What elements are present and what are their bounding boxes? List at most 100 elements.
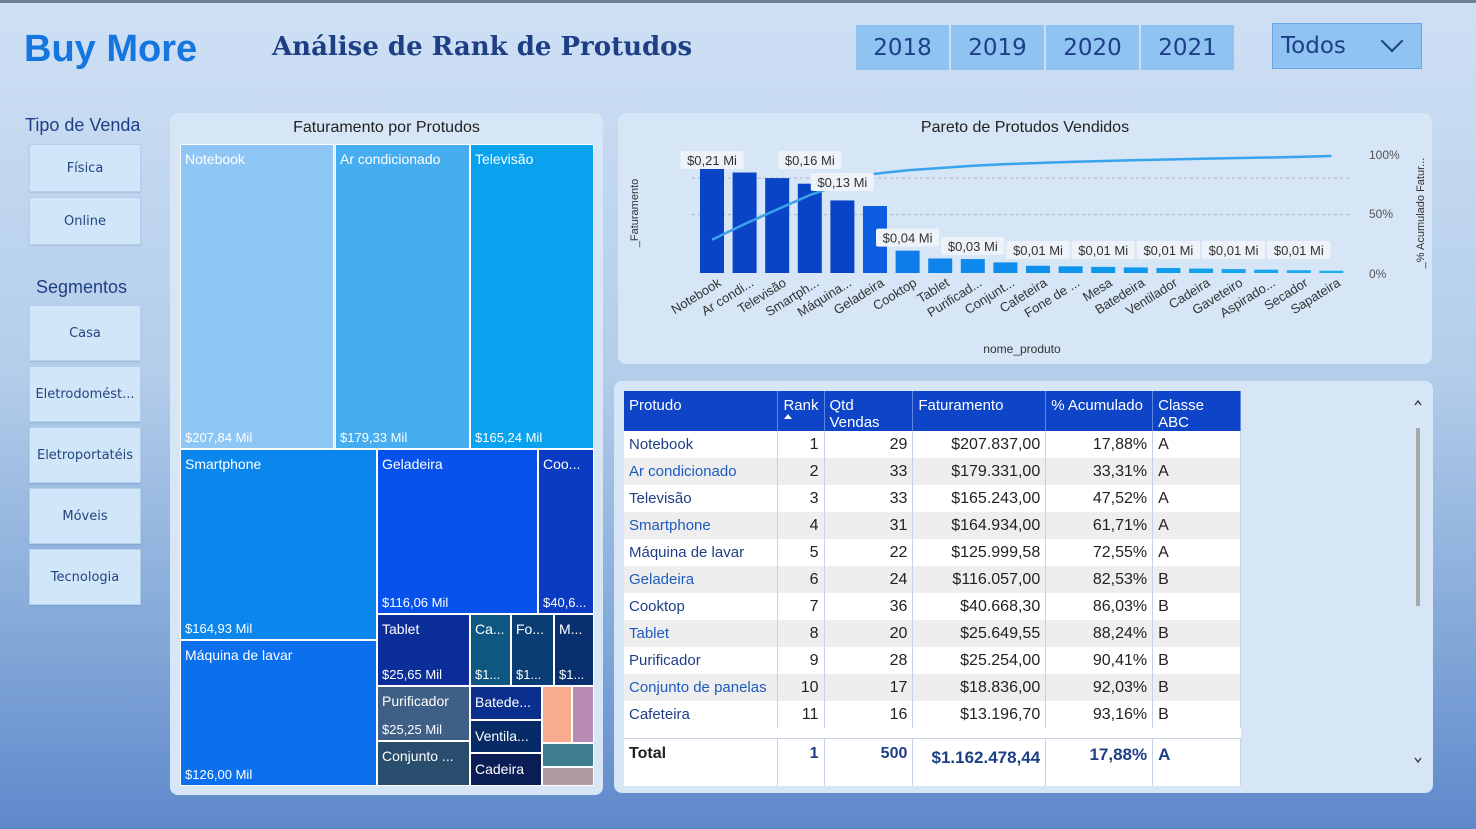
table-row[interactable]: Tablet 8 20 $25.649,55 88,24% B — [624, 620, 1241, 647]
treemap-tile-ventilador[interactable]: Ventila... — [470, 720, 542, 753]
pareto-bar-20 — [1319, 270, 1344, 273]
treemap-tile-conjunto-panelas[interactable]: Conjunto ... — [377, 741, 470, 786]
segment-moveis-button[interactable]: Móveis — [29, 488, 141, 544]
cell-rank: 4 — [777, 512, 825, 539]
scroll-thumb[interactable] — [1416, 428, 1420, 606]
treemap-tile-mesa[interactable]: M... $1... — [554, 614, 594, 686]
year-button-2021[interactable]: 2021 — [1141, 25, 1234, 70]
pareto-bar-11 — [1026, 265, 1050, 273]
cell-classe: B — [1152, 593, 1241, 620]
table-row[interactable]: Purificador 9 28 $25.254,00 90,41% B — [624, 647, 1241, 674]
header-acumulado[interactable]: % Acumulado — [1045, 391, 1154, 431]
tile-value: $1... — [475, 667, 501, 682]
cell-produto: Cafeteira — [624, 701, 779, 728]
header-produto[interactable]: Protudo — [624, 391, 779, 431]
total-faturamento: $1.162.478,44 — [912, 737, 1047, 786]
table-row[interactable]: Geladeira 6 24 $116.057,00 82,53% B — [624, 566, 1241, 593]
table-row[interactable]: Ar condicionado 2 33 $179.331,00 33,31% A — [624, 458, 1241, 485]
tile-value: $207,84 Mil — [185, 430, 253, 445]
cell-qtd: 16 — [824, 701, 914, 728]
segment-eletrodomesticos-button[interactable]: Eletrodomést... — [29, 366, 141, 422]
cell-qtd: 17 — [824, 674, 914, 701]
treemap-tile-small-3[interactable] — [542, 743, 594, 767]
cell-acumulado: 17,88% — [1045, 431, 1154, 458]
table-row[interactable]: Máquina de lavar 5 22 $125.999,58 72,55% A — [624, 539, 1241, 566]
cell-qtd: 24 — [824, 566, 914, 593]
table-row[interactable]: Smartphone 4 31 $164.934,00 61,71% A — [624, 512, 1241, 539]
cell-faturamento: $25.649,55 — [912, 620, 1047, 647]
treemap-tile-cadeira[interactable]: Cadeira — [470, 753, 542, 786]
filter-dropdown[interactable]: Todos — [1272, 23, 1422, 69]
cell-produto: Televisão — [624, 485, 779, 512]
cell-rank: 3 — [777, 485, 825, 512]
cell-rank: 1 — [777, 431, 825, 458]
cell-classe: A — [1152, 458, 1241, 485]
cell-produto: Geladeira — [624, 566, 779, 593]
cell-acumulado: 90,41% — [1045, 647, 1154, 674]
header-rank[interactable]: Rank — [777, 391, 825, 431]
cell-qtd: 36 — [824, 593, 914, 620]
tile-value: $25,25 Mil — [382, 722, 442, 737]
segment-casa-button[interactable]: Casa — [29, 305, 141, 361]
table-scrollbar[interactable] — [1413, 393, 1423, 778]
tile-value: $1... — [559, 667, 585, 682]
data-label-bg — [1136, 241, 1200, 259]
treemap-tile-cafeteira[interactable]: Ca... $1... — [470, 614, 511, 686]
pareto-bar-4 — [797, 183, 822, 273]
header-qtd-vendas[interactable]: Qtd Vendas — [824, 391, 914, 431]
pareto-bar-19 — [1286, 270, 1311, 273]
cell-classe: B — [1152, 674, 1241, 701]
year-button-2019[interactable]: 2019 — [951, 25, 1044, 70]
year-button-2020[interactable]: 2020 — [1046, 25, 1139, 70]
scroll-down-icon[interactable] — [1414, 757, 1422, 764]
data-label-bg — [876, 228, 940, 247]
tile-label: Ar condicionado — [340, 151, 441, 167]
cell-classe: A — [1152, 431, 1241, 458]
rank-table: Protudo Rank Qtd Vendas Faturamento % Ac… — [624, 391, 1241, 786]
pareto-bar-18 — [1254, 269, 1279, 273]
table-row[interactable]: Cafeteira 11 16 $13.196,70 93,16% B — [624, 701, 1241, 728]
segmentos-heading: Segmentos — [36, 277, 128, 297]
segment-eletroportateis-button[interactable]: Eletroportatéis — [29, 427, 141, 483]
year-button-2018[interactable]: 2018 — [856, 25, 949, 70]
treemap-tile-geladeira[interactable]: Geladeira $116,06 Mil — [377, 449, 538, 614]
tipo-online-button[interactable]: Online — [29, 197, 141, 245]
cell-produto: Conjunto de panelas — [624, 674, 779, 701]
treemap-tile-small-4[interactable] — [542, 767, 594, 786]
tile-label: Purificador — [382, 693, 449, 709]
table-row[interactable]: Notebook 1 29 $207.837,00 17,88% A — [624, 431, 1241, 458]
treemap-tile-batedeira[interactable]: Batede... — [470, 686, 542, 720]
cell-faturamento: $116.057,00 — [912, 566, 1047, 593]
data-label: $0,01 Mi — [1013, 243, 1063, 258]
segment-tecnologia-button[interactable]: Tecnologia — [29, 549, 141, 605]
treemap-tile-purificador[interactable]: Purificador $25,25 Mil — [377, 686, 470, 741]
tile-value: $179,33 Mil — [340, 430, 408, 445]
cell-acumulado: 72,55% — [1045, 539, 1154, 566]
total-acumulado: 17,88% — [1045, 737, 1154, 786]
tipo-fisica-button[interactable]: Física — [29, 144, 141, 192]
header-faturamento[interactable]: Faturamento — [912, 391, 1047, 431]
pareto-bar-8 — [928, 258, 953, 273]
treemap-tile-televisao[interactable]: Televisão $165,24 Mil — [470, 144, 594, 449]
cell-faturamento: $125.999,58 — [912, 539, 1047, 566]
table-row[interactable]: Conjunto de panelas 10 17 $18.836,00 92,03% B — [624, 674, 1241, 701]
treemap-tile-cooktop[interactable]: Coo... $40,6... — [538, 449, 594, 614]
data-label: $0,03 Mi — [948, 239, 998, 254]
treemap-tile-tablet[interactable]: Tablet $25,65 Mil — [377, 614, 470, 686]
tile-value: $165,24 Mil — [475, 430, 543, 445]
header-classe-abc[interactable]: Classe ABC — [1152, 391, 1241, 431]
treemap-tile-small-1[interactable] — [542, 686, 572, 743]
table-row[interactable]: Televisão 3 33 $165.243,00 47,52% A — [624, 485, 1241, 512]
tile-label: Conjunto ... — [382, 748, 454, 764]
y2-axis-title: _% Acumulado Fatur... — [1415, 158, 1427, 270]
tile-label: Ca... — [475, 621, 505, 637]
treemap-tile-small-2[interactable] — [572, 686, 594, 743]
table-row[interactable]: Cooktop 7 36 $40.668,30 86,03% B — [624, 593, 1241, 620]
treemap-tile-smartphone[interactable]: Smartphone $164,93 Mil — [180, 449, 377, 640]
treemap-tile-maquina-de-lavar[interactable]: Máquina de lavar $126,00 Mil — [180, 640, 377, 786]
treemap-tile-ar-condicionado[interactable]: Ar condicionado $179,33 Mil — [335, 144, 470, 449]
treemap-tile-notebook[interactable]: Notebook $207,84 Mil — [180, 144, 334, 449]
treemap-tile-fone[interactable]: Fo... $1... — [511, 614, 554, 686]
scroll-up-icon[interactable] — [1414, 399, 1422, 406]
cell-qtd: 29 — [824, 431, 914, 458]
